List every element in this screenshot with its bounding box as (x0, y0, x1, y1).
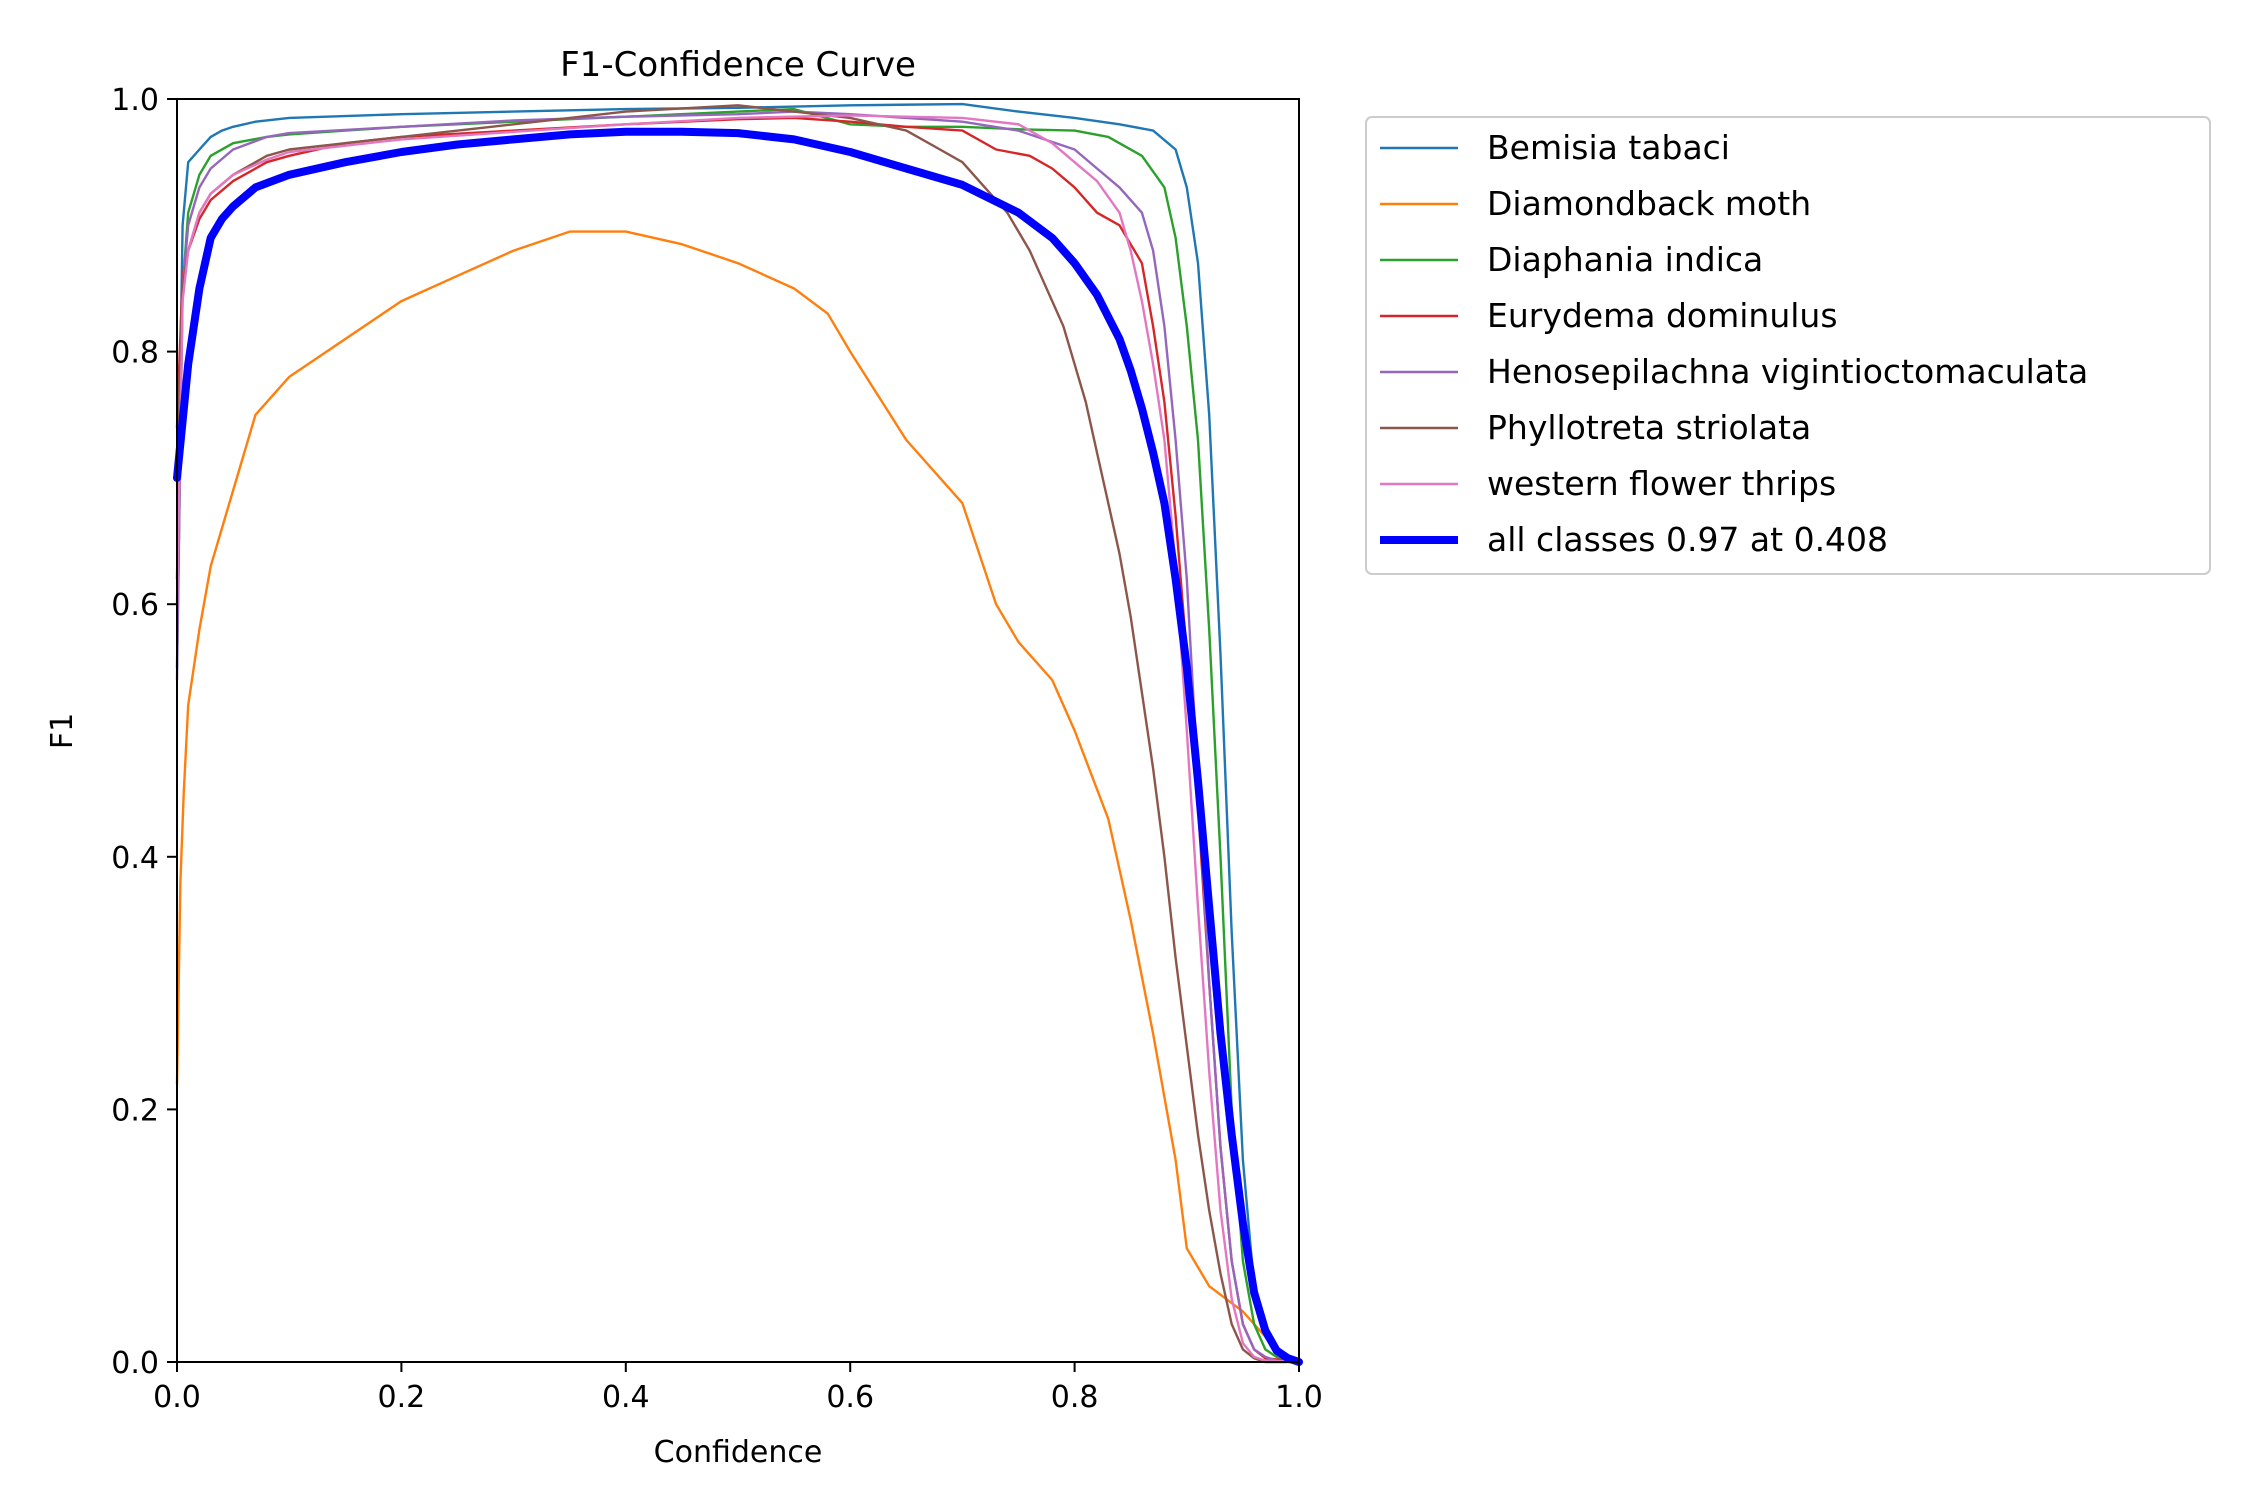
y-tick-label: 0.6 (111, 588, 159, 623)
legend-label-1: Diamondback moth (1487, 184, 1811, 223)
series-line-4 (175, 110, 1301, 1364)
legend: Bemisia tabaci Diamondback moth Diaphania … (1365, 116, 2211, 575)
y-tick-label: 1.0 (111, 83, 159, 118)
legend-label-7: all classes 0.97 at 0.408 (1487, 520, 1888, 559)
series-line-0 (175, 102, 1301, 1364)
legend-label-0: Bemisia tabaci (1487, 128, 1730, 167)
x-tick-label: 0.4 (602, 1380, 650, 1415)
x-tick-label: 0.0 (153, 1380, 201, 1415)
x-axis-ticks: 0.0 0.2 0.4 0.6 0.8 1.0 (153, 1362, 1323, 1415)
legend-label-6: western flower thrips (1487, 464, 1836, 503)
x-tick-label: 1.0 (1275, 1380, 1323, 1415)
y-tick-label: 0.2 (111, 1093, 159, 1128)
legend-label-2: Diaphania indica (1487, 240, 1763, 279)
series-line-1 (175, 230, 1301, 1364)
legend-label-3: Eurydema dominulus (1487, 296, 1838, 335)
series-line-7 (173, 127, 1303, 1366)
y-axis-ticks: 0.0 0.2 0.4 0.6 0.8 1.0 (111, 83, 177, 1381)
series-line-6 (175, 114, 1301, 1364)
y-axis-label: F1 (45, 713, 80, 749)
chart-title: F1-Confidence Curve (560, 45, 916, 85)
x-tick-label: 0.6 (826, 1380, 874, 1415)
plot-frame (176, 98, 1300, 1363)
x-tick-label: 0.8 (1051, 1380, 1099, 1415)
axes (176, 98, 1300, 1363)
series-line-3 (175, 116, 1301, 1364)
y-tick-label: 0.8 (111, 336, 159, 371)
y-tick-label: 0.4 (111, 841, 159, 876)
legend-label-5: Phyllotreta striolata (1487, 408, 1811, 447)
y-tick-label: 0.0 (111, 1346, 159, 1381)
legend-frame (1365, 116, 2211, 575)
x-axis-label: Confidence (654, 1435, 823, 1470)
legend-label-4: Henosepilachna vigintioctomaculata (1487, 352, 2088, 391)
series-line-2 (175, 107, 1301, 1364)
plot-area (173, 102, 1303, 1366)
x-tick-label: 0.2 (378, 1380, 426, 1415)
series-line-5 (175, 104, 1301, 1364)
